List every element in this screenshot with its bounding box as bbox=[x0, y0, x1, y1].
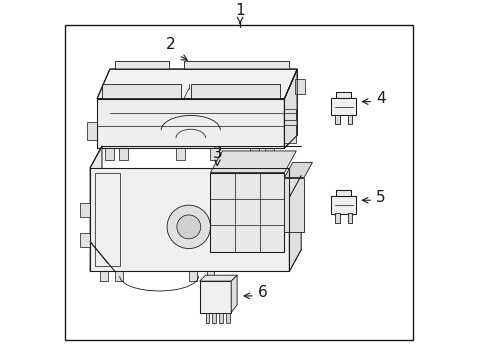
Polygon shape bbox=[289, 176, 301, 271]
Polygon shape bbox=[90, 146, 102, 271]
Text: 2: 2 bbox=[166, 37, 176, 52]
Polygon shape bbox=[284, 69, 297, 148]
Circle shape bbox=[177, 215, 200, 239]
Circle shape bbox=[167, 205, 210, 248]
Bar bbox=[335, 92, 350, 98]
Polygon shape bbox=[90, 168, 289, 271]
Bar bbox=[210, 173, 284, 252]
Bar bbox=[330, 98, 356, 116]
Bar bbox=[119, 148, 127, 160]
Bar bbox=[105, 148, 114, 160]
Bar bbox=[80, 203, 90, 217]
Bar bbox=[284, 108, 296, 120]
Bar bbox=[264, 148, 273, 160]
Bar bbox=[199, 281, 231, 313]
Bar bbox=[284, 125, 296, 143]
Polygon shape bbox=[183, 61, 289, 69]
Bar bbox=[334, 213, 339, 223]
Polygon shape bbox=[284, 162, 312, 177]
Bar bbox=[335, 190, 350, 196]
Text: 6: 6 bbox=[257, 285, 267, 301]
Bar bbox=[249, 148, 258, 160]
Bar bbox=[87, 122, 97, 140]
Polygon shape bbox=[97, 69, 297, 99]
Bar bbox=[176, 148, 184, 160]
Bar bbox=[347, 115, 352, 124]
Text: 4: 4 bbox=[375, 91, 385, 106]
Polygon shape bbox=[190, 84, 279, 99]
Polygon shape bbox=[210, 151, 296, 173]
Bar bbox=[210, 148, 219, 160]
Polygon shape bbox=[102, 84, 181, 99]
Bar bbox=[115, 271, 122, 281]
Bar bbox=[347, 213, 352, 223]
Bar bbox=[295, 79, 305, 94]
Bar bbox=[212, 313, 216, 323]
Bar bbox=[284, 177, 304, 232]
Polygon shape bbox=[231, 275, 237, 313]
Bar bbox=[334, 115, 339, 124]
Text: 5: 5 bbox=[375, 190, 385, 205]
Bar bbox=[226, 313, 230, 323]
Bar bbox=[64, 25, 412, 340]
Polygon shape bbox=[97, 99, 284, 148]
Bar bbox=[188, 271, 196, 281]
Bar bbox=[80, 233, 90, 247]
Text: 1: 1 bbox=[235, 3, 244, 18]
Polygon shape bbox=[90, 249, 301, 271]
Bar bbox=[330, 196, 356, 214]
Bar bbox=[219, 313, 223, 323]
Bar bbox=[206, 271, 214, 281]
Polygon shape bbox=[115, 61, 169, 69]
Polygon shape bbox=[199, 275, 237, 281]
Bar bbox=[205, 313, 209, 323]
Text: 3: 3 bbox=[212, 146, 222, 161]
Bar bbox=[100, 271, 108, 281]
